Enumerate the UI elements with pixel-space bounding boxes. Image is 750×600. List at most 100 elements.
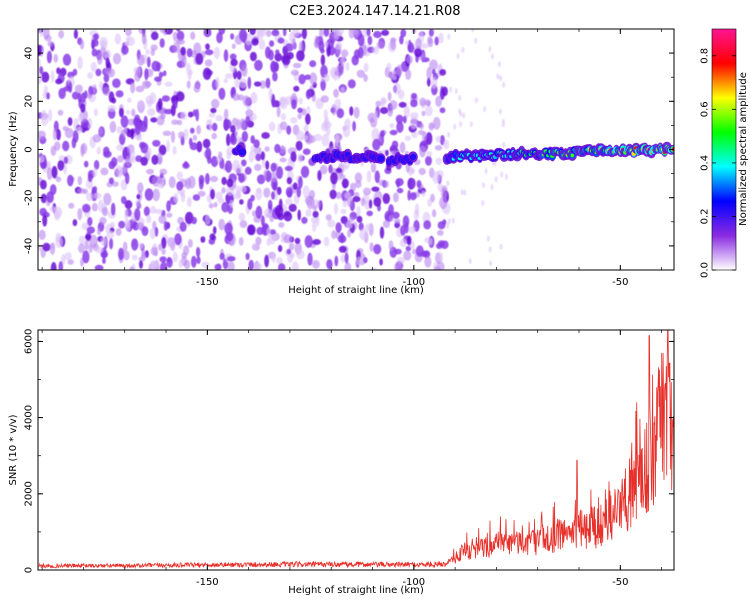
noise-blob: [164, 108, 173, 115]
noise-blob: [332, 68, 339, 81]
noise-blob: [429, 59, 438, 71]
noise-blob: [418, 167, 426, 176]
noise-blob: [418, 123, 424, 130]
noise-blob: [121, 196, 127, 205]
noise-blob: [392, 192, 399, 203]
noise-blob: [268, 121, 276, 132]
colorbar-tick-label: 0.2: [700, 208, 711, 224]
noise-blob: [71, 91, 80, 100]
noise-blob: [227, 256, 236, 262]
noise-blob: [319, 164, 328, 175]
noise-blob: [234, 165, 243, 174]
noise-blob: [437, 221, 446, 230]
noise-blob: [46, 50, 53, 64]
noise-blob: [56, 67, 61, 75]
noise-blob: [58, 30, 65, 39]
noise-blob: [67, 117, 73, 126]
noise-blob: [353, 106, 360, 119]
noise-blob: [241, 159, 247, 167]
noise-blob: [296, 249, 305, 260]
noise-blob: [125, 36, 131, 45]
signal-core: [570, 153, 574, 158]
noise-blob: [345, 62, 350, 71]
noise-blob: [352, 196, 361, 203]
noise-blob: [239, 29, 248, 42]
noise-blob: [263, 187, 271, 198]
noise-blob: [301, 29, 307, 40]
noise-blob: [223, 49, 229, 62]
noise-blob: [391, 140, 399, 150]
noise-blob: [379, 258, 383, 266]
noise-blob: [321, 133, 330, 147]
noise-blob: [426, 67, 432, 80]
noise-blob: [255, 262, 263, 270]
noise-blob: [226, 178, 234, 188]
noise-blob: [211, 98, 220, 109]
noise-blob: [41, 71, 50, 83]
noise-blob: [197, 190, 206, 197]
snr-background: [38, 330, 674, 570]
noise-blob: [38, 130, 46, 141]
colorbar-tick-label: 0.4: [700, 155, 711, 171]
noise-blob: [214, 263, 222, 270]
noise-blob: [264, 146, 270, 152]
noise-blob: [396, 64, 403, 76]
noise-blob: [118, 107, 124, 118]
noise-blob: [133, 114, 141, 128]
noise-blob: [266, 238, 271, 246]
noise-blob: [112, 53, 122, 65]
noise-blob: [432, 171, 441, 184]
noise-blob: [373, 30, 382, 39]
noise-blob: [499, 243, 503, 250]
noise-blob: [371, 127, 380, 141]
noise-blob: [404, 221, 409, 234]
noise-blob: [158, 243, 163, 251]
noise-blob: [297, 107, 303, 114]
noise-blob: [421, 110, 426, 117]
noise-blob: [213, 202, 218, 208]
chart-title: C2E3.2024.147.14.21.R08: [289, 4, 460, 19]
noise-blob: [305, 208, 312, 217]
noise-blob: [463, 189, 467, 196]
noise-blob: [364, 223, 373, 231]
noise-blob: [335, 222, 342, 233]
colorbar-label: Normalized spectral amplitude: [738, 72, 749, 226]
noise-blob: [290, 151, 297, 163]
noise-blob: [190, 31, 196, 40]
noise-blob: [183, 161, 188, 168]
noise-blob: [389, 123, 395, 129]
noise-blob: [152, 220, 157, 230]
noise-blob: [38, 155, 45, 163]
noise-blob: [213, 46, 220, 60]
noise-blob: [502, 141, 506, 148]
noise-blob: [366, 170, 372, 183]
noise-blob: [251, 210, 257, 217]
noise-blob: [260, 215, 265, 227]
noise-blob: [160, 113, 166, 120]
noise-blob: [280, 145, 285, 152]
noise-blob: [382, 219, 391, 229]
noise-blob: [94, 192, 102, 200]
noise-blob: [396, 187, 404, 194]
noise-blob: [78, 243, 85, 254]
noise-blob: [95, 68, 102, 77]
noise-blob: [500, 171, 504, 178]
noise-blob: [439, 69, 447, 76]
noise-blob: [177, 119, 183, 126]
noise-blob: [131, 254, 138, 261]
noise-blob: [356, 215, 363, 223]
noise-blob: [439, 107, 446, 114]
noise-blob: [159, 38, 165, 48]
noise-blob: [388, 240, 394, 252]
noise-blob: [284, 165, 293, 172]
noise-blob: [356, 205, 361, 217]
noise-blob: [211, 122, 218, 132]
noise-blob: [87, 216, 93, 227]
noise-blob: [150, 31, 159, 41]
noise-blob: [249, 29, 256, 36]
spectrogram-x-tick-label: -50: [612, 277, 628, 288]
noise-blob: [93, 33, 100, 41]
noise-blob: [141, 226, 149, 237]
noise-blob: [55, 176, 62, 183]
noise-blob: [125, 29, 132, 37]
